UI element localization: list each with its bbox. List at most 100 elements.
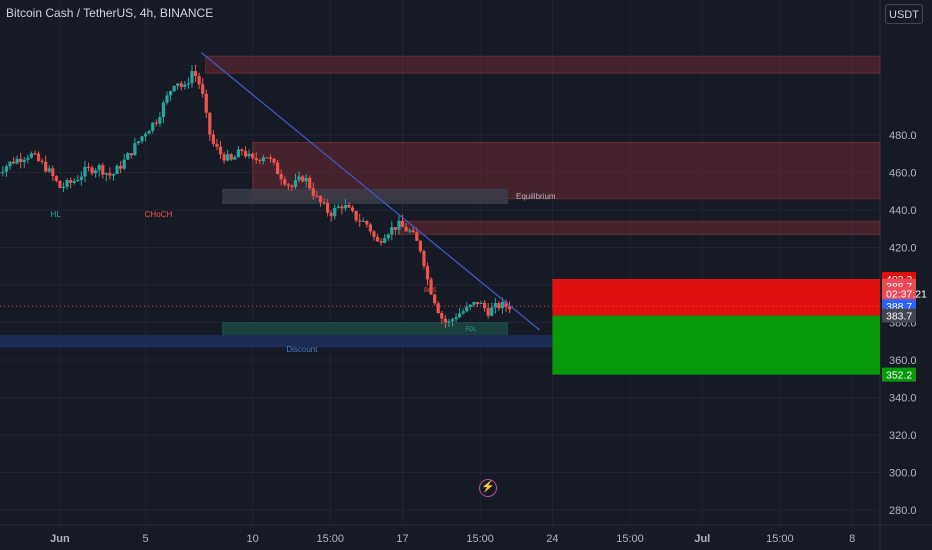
candle-body: [79, 176, 83, 180]
candle-body: [122, 159, 126, 169]
candle-body: [183, 84, 187, 87]
currency-button[interactable]: USDT: [885, 4, 923, 24]
candle-body: [129, 153, 133, 156]
candle-body: [333, 207, 337, 217]
candle-body: [65, 180, 69, 187]
candle-body: [375, 236, 380, 242]
candle-body: [493, 303, 497, 308]
candle-body: [197, 76, 201, 85]
candle-body: [358, 220, 362, 222]
stop-loss-box: [552, 279, 880, 316]
candle-body: [161, 102, 166, 118]
candle-body: [454, 317, 458, 320]
candle-body: [475, 301, 480, 304]
candle-body: [397, 220, 401, 230]
tradingview-logo-icon[interactable]: ⚡: [479, 479, 497, 497]
x-tick-label: 10: [247, 533, 259, 545]
candle-body: [336, 206, 340, 208]
candle-body: [22, 159, 26, 163]
candle-body: [411, 230, 415, 233]
candle-body: [168, 91, 173, 96]
candle-body: [44, 161, 48, 172]
candle-body: [350, 207, 355, 211]
equilibrium-zone: [222, 188, 508, 204]
candle-body: [111, 174, 116, 176]
candle-body: [8, 161, 12, 167]
candle-body: [400, 220, 405, 227]
candle-body: [158, 117, 162, 124]
y-tick-label: 280.0: [889, 505, 917, 517]
candle-body: [390, 227, 394, 235]
candle-body: [422, 251, 426, 267]
candle-body: [29, 153, 34, 158]
candle-body: [379, 241, 383, 243]
smc-zones: [0, 55, 881, 348]
candle-body: [108, 173, 112, 176]
y-tick-label: 320.0: [889, 430, 917, 442]
candle-body: [383, 238, 387, 243]
candle-body: [243, 151, 248, 157]
candle-body: [497, 303, 501, 309]
candle-body: [251, 153, 255, 159]
candle-body: [86, 166, 91, 168]
candle-body: [115, 165, 119, 175]
time-axis[interactable]: Jun 5 10 15:00 17 15:00 24 15:00 Jul 15:00 8: [50, 533, 855, 545]
annotation-label: CHoCH: [145, 210, 173, 219]
candle-body: [472, 301, 476, 305]
candle-body: [415, 232, 419, 241]
candle-body: [4, 166, 9, 172]
candle-body: [272, 158, 276, 163]
candle-body: [254, 158, 258, 160]
candle-body: [279, 174, 283, 180]
candle-body: [26, 157, 30, 160]
candle-body: [215, 143, 219, 147]
candle-body: [193, 71, 198, 77]
chart-title: Bitcoin Cash / TetherUS, 4h, BINANCE: [6, 6, 214, 20]
candle-body: [172, 85, 176, 92]
candle-body: [211, 134, 215, 144]
candle-body: [268, 157, 273, 159]
candle-body: [465, 306, 469, 312]
candle-body: [290, 185, 294, 187]
y-tick-label: 340.0: [889, 393, 917, 405]
x-tick-label: 8: [849, 533, 855, 545]
candle-body: [258, 159, 262, 161]
chart-annotations: Equilibrium Discount HL CHoCH BOS FDL: [51, 192, 556, 354]
candle-body: [240, 149, 244, 152]
long-position-tool[interactable]: [552, 279, 880, 375]
candle-body: [301, 176, 305, 182]
candle-body: [429, 279, 433, 295]
candle-body: [479, 302, 483, 304]
candle-body: [176, 83, 180, 86]
annotation-label: HL: [51, 210, 62, 219]
candle-body: [133, 143, 137, 156]
candle-body: [204, 93, 208, 113]
annotation-label: Equilibrium: [516, 192, 556, 201]
candle-body: [165, 95, 169, 103]
candle-body: [229, 154, 233, 160]
candle-body: [154, 122, 158, 124]
x-tick-label: 17: [396, 533, 408, 545]
candle-body: [340, 206, 344, 209]
candle-body: [261, 157, 265, 161]
trendline[interactable]: [0, 52, 880, 331]
candle-body: [58, 180, 62, 188]
candle-body: [0, 172, 1, 174]
candle-body: [283, 179, 287, 185]
candle-body: [322, 202, 326, 204]
price-label-text: 383.7: [886, 311, 912, 323]
candle-body: [308, 177, 312, 189]
x-tick-label: 15:00: [766, 533, 794, 545]
candle-body: [315, 195, 319, 197]
candle-body: [372, 231, 376, 237]
candle-body: [36, 153, 41, 161]
y-tick-label: 480.0: [889, 130, 917, 142]
candle-body: [104, 173, 108, 175]
supply-zone: [397, 220, 881, 235]
candle-body: [368, 224, 373, 232]
x-tick-label: 24: [546, 533, 558, 545]
candle-body: [433, 294, 437, 304]
